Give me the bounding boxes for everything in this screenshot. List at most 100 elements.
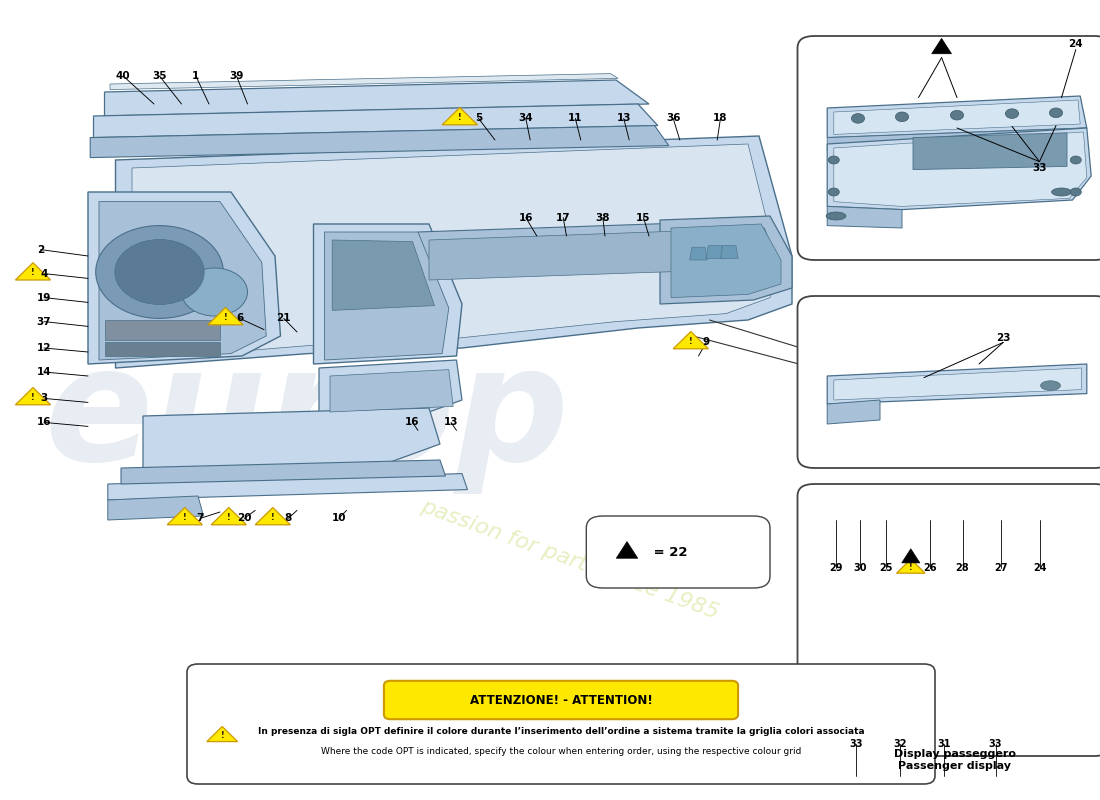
Polygon shape	[132, 144, 776, 360]
Text: 15: 15	[636, 213, 651, 222]
Text: 40: 40	[116, 71, 131, 81]
Text: 35: 35	[152, 71, 167, 81]
Circle shape	[950, 110, 964, 120]
Text: 10: 10	[331, 514, 346, 523]
Polygon shape	[827, 96, 1087, 138]
Text: 26: 26	[923, 563, 936, 573]
Polygon shape	[143, 408, 440, 468]
Polygon shape	[827, 364, 1087, 404]
Text: 13: 13	[443, 418, 459, 427]
Text: ATTENZIONE! - ATTENTION!: ATTENZIONE! - ATTENTION!	[470, 694, 652, 706]
Text: 12: 12	[36, 343, 52, 353]
Circle shape	[114, 239, 205, 305]
Polygon shape	[211, 507, 246, 525]
Text: 11: 11	[568, 114, 583, 123]
Circle shape	[1049, 108, 1063, 118]
Text: !: !	[909, 562, 913, 572]
Text: 16: 16	[518, 213, 534, 222]
Text: passion for parts since 1985: passion for parts since 1985	[418, 497, 722, 623]
FancyBboxPatch shape	[586, 516, 770, 588]
Polygon shape	[110, 74, 618, 90]
Polygon shape	[616, 542, 638, 558]
Polygon shape	[121, 460, 446, 484]
Text: 5: 5	[475, 114, 482, 123]
Polygon shape	[834, 132, 1087, 206]
Text: 13: 13	[616, 114, 631, 123]
Polygon shape	[706, 246, 724, 258]
Polygon shape	[660, 216, 792, 304]
Polygon shape	[932, 38, 952, 54]
Text: 34: 34	[518, 114, 534, 123]
Text: 29: 29	[829, 563, 843, 573]
Circle shape	[182, 268, 248, 316]
FancyBboxPatch shape	[384, 681, 738, 719]
Circle shape	[828, 188, 839, 196]
Polygon shape	[690, 247, 707, 260]
Text: 7: 7	[197, 514, 204, 523]
Polygon shape	[332, 240, 434, 310]
Polygon shape	[99, 202, 266, 360]
Text: = 22: = 22	[649, 546, 688, 558]
Text: 16: 16	[36, 418, 52, 427]
Text: 16: 16	[405, 418, 420, 427]
Text: !: !	[183, 513, 187, 522]
Polygon shape	[673, 331, 708, 349]
Polygon shape	[720, 246, 738, 258]
Polygon shape	[330, 370, 453, 412]
Text: !: !	[31, 268, 35, 278]
Text: 8: 8	[285, 514, 292, 523]
Polygon shape	[314, 224, 462, 364]
Text: 19: 19	[36, 293, 52, 302]
Text: 4: 4	[41, 269, 47, 278]
Ellipse shape	[1041, 381, 1060, 390]
FancyBboxPatch shape	[798, 36, 1100, 260]
Text: In presenza di sigla OPT definire il colore durante l’inserimento dell’ordine a : In presenza di sigla OPT definire il col…	[257, 727, 865, 737]
Text: 6: 6	[236, 314, 243, 323]
Text: 33: 33	[849, 739, 862, 749]
Circle shape	[828, 156, 839, 164]
Text: !: !	[31, 393, 35, 402]
Polygon shape	[88, 192, 280, 364]
Text: 1: 1	[192, 71, 199, 81]
Text: !: !	[689, 337, 693, 346]
Polygon shape	[94, 104, 658, 138]
Polygon shape	[827, 400, 880, 424]
Text: 25: 25	[879, 563, 892, 573]
Text: 9: 9	[703, 338, 710, 347]
FancyBboxPatch shape	[187, 664, 935, 784]
Polygon shape	[827, 128, 1091, 210]
Text: 24: 24	[1068, 39, 1084, 49]
Text: 38: 38	[595, 213, 610, 222]
Text: 31: 31	[937, 739, 950, 749]
Polygon shape	[208, 307, 243, 325]
Circle shape	[96, 226, 223, 318]
Text: 27: 27	[994, 563, 1008, 573]
Polygon shape	[896, 559, 925, 573]
Text: 2: 2	[37, 245, 44, 254]
Polygon shape	[442, 107, 477, 125]
Text: Where the code OPT is indicated, specify the colour when entering order, using t: Where the code OPT is indicated, specify…	[321, 747, 801, 757]
Circle shape	[895, 112, 909, 122]
Circle shape	[851, 114, 865, 123]
Text: 17: 17	[556, 213, 571, 222]
Polygon shape	[116, 136, 792, 368]
Polygon shape	[913, 133, 1067, 170]
Circle shape	[1070, 188, 1081, 196]
Polygon shape	[418, 220, 786, 276]
Polygon shape	[104, 320, 220, 340]
Text: 39: 39	[229, 71, 244, 81]
Text: 28: 28	[956, 563, 969, 573]
Text: 30: 30	[854, 563, 867, 573]
Text: 23: 23	[996, 333, 1011, 342]
Polygon shape	[255, 507, 290, 525]
Polygon shape	[671, 224, 781, 298]
FancyBboxPatch shape	[798, 296, 1100, 468]
Text: 32: 32	[893, 739, 906, 749]
Text: europ: europ	[44, 338, 569, 494]
Text: 36: 36	[666, 114, 681, 123]
Polygon shape	[15, 262, 51, 280]
Polygon shape	[104, 342, 220, 356]
Polygon shape	[319, 360, 462, 420]
Text: Passenger display: Passenger display	[899, 762, 1011, 771]
Text: 37: 37	[36, 317, 52, 326]
